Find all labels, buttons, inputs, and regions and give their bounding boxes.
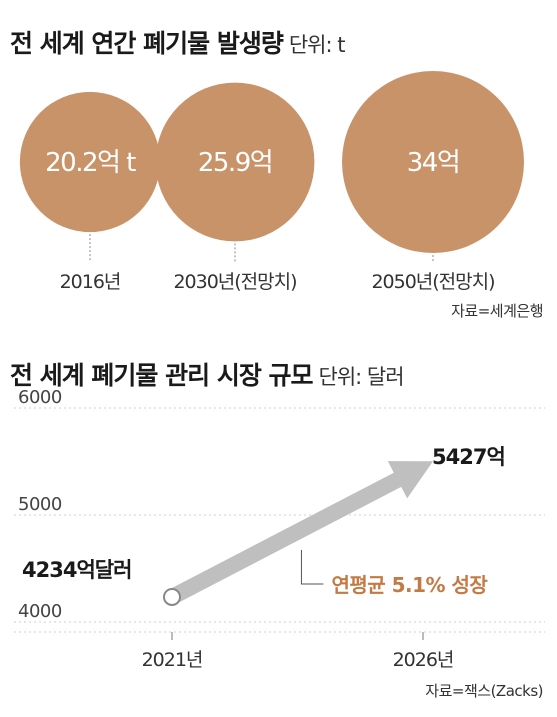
category-label: 2016년 (60, 271, 121, 293)
bubble (19, 91, 161, 233)
growth-arrow (168, 461, 434, 605)
end-value-label: 5427억 (432, 445, 505, 469)
chart-title-waste-generation: 전 세계 연간 폐기물 발생량 단위: t (10, 24, 346, 60)
start-value-label: 4234억달러 (22, 558, 131, 582)
title-text: 전 세계 폐기물 관리 시장 규모 (10, 361, 314, 390)
source-note: 자료=세계은행 (451, 302, 543, 320)
bubble (342, 71, 524, 253)
y-tick-label: 4000 (18, 601, 62, 622)
start-point-marker (163, 587, 181, 606)
chart-title-market-size: 전 세계 폐기물 관리 시장 규모 단위: 달러 (10, 356, 405, 392)
y-tick-label: 6000 (18, 387, 62, 408)
unit-label: 단위: t (288, 33, 346, 57)
y-tick-label: 5000 (18, 494, 62, 515)
unit-label: 단위: 달러 (318, 365, 405, 389)
title-text: 전 세계 연간 폐기물 발생량 (10, 29, 284, 58)
x-tick-label: 2026년 (393, 649, 454, 671)
bubble (155, 82, 315, 242)
growth-annotation: 연평균 5.1% 성장 (331, 573, 488, 597)
category-label: 2030년(전망치) (173, 271, 296, 293)
annotation-leader (300, 549, 324, 585)
x-tick-label: 2021년 (142, 649, 203, 671)
source-note: 자료=잭스(Zacks) (425, 682, 543, 700)
category-label: 2050년(전망치) (371, 271, 494, 293)
bubble-value-label: 34억 (407, 148, 460, 178)
bubble-value-label: 20.2억 t (45, 148, 136, 178)
bubble-value-label: 25.9억 (198, 148, 272, 178)
